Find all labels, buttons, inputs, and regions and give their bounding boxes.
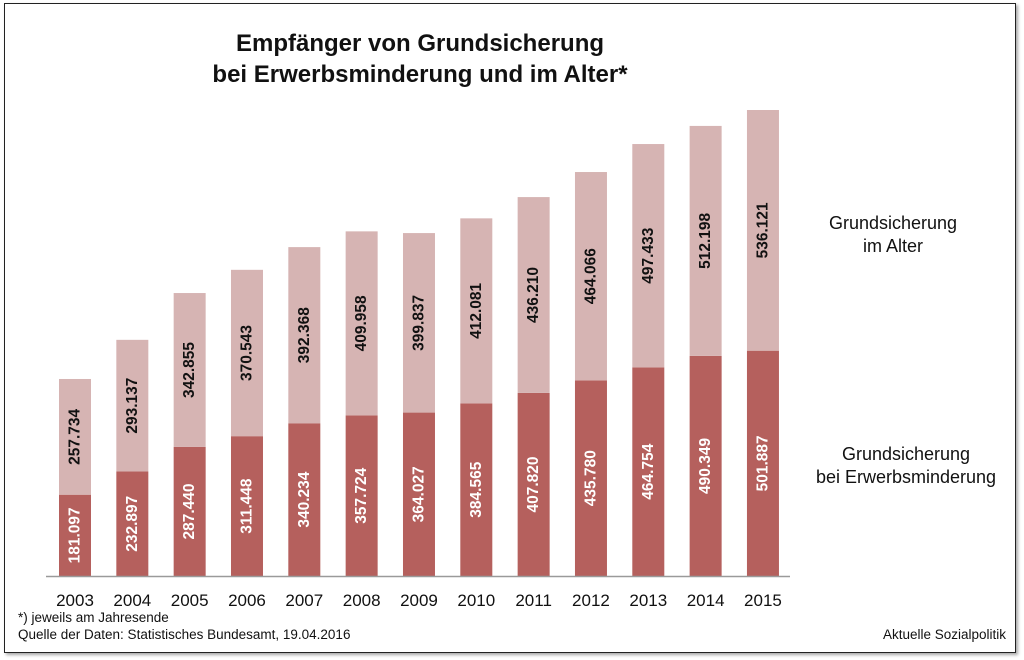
x-tick-label: 2013 bbox=[629, 591, 667, 610]
bar-segment-erwerbsminderung-2008 bbox=[345, 415, 378, 576]
bar-segment-im-alter-2010 bbox=[460, 218, 493, 404]
x-tick-label: 2012 bbox=[572, 591, 610, 610]
bar-segment-erwerbsminderung-2005 bbox=[173, 446, 206, 576]
x-tick-label: 2007 bbox=[285, 591, 323, 610]
x-tick-label: 2004 bbox=[113, 591, 151, 610]
data-label-erwerbsminderung-2015: 501.887 bbox=[754, 435, 771, 491]
data-label-im-alter-2008: 409.958 bbox=[353, 295, 370, 351]
bar-segment-im-alter-2013 bbox=[632, 144, 665, 368]
x-tick-label: 2008 bbox=[343, 591, 381, 610]
bar-segment-erwerbsminderung-2003 bbox=[59, 494, 91, 576]
bar-segment-erwerbsminderung-2013 bbox=[632, 367, 665, 576]
legend-entry-erwerbsminderung: Grundsicherung bei Erwerbsminderung bbox=[791, 443, 1021, 489]
data-label-im-alter-2011: 436.210 bbox=[525, 267, 542, 323]
data-label-im-alter-2012: 464.066 bbox=[582, 248, 599, 304]
bar-segment-im-alter-2005 bbox=[173, 293, 206, 447]
data-label-erwerbsminderung-2004: 232.897 bbox=[124, 496, 141, 552]
data-label-erwerbsminderung-2007: 340.234 bbox=[296, 471, 313, 527]
legend-label-line-1: Grundsicherung bbox=[841, 444, 971, 464]
data-label-erwerbsminderung-2011: 407.820 bbox=[525, 456, 542, 512]
bar-segment-im-alter-2011 bbox=[517, 197, 550, 393]
data-label-erwerbsminderung-2009: 364.027 bbox=[410, 466, 427, 522]
bar-segment-im-alter-2007 bbox=[288, 247, 321, 424]
data-label-erwerbsminderung-2006: 311.448 bbox=[238, 478, 255, 534]
bar-segment-erwerbsminderung-2007 bbox=[288, 423, 321, 576]
x-tick-label: 2005 bbox=[171, 591, 209, 610]
data-label-erwerbsminderung-2003: 181.097 bbox=[67, 507, 84, 563]
data-label-im-alter-2015: 536.121 bbox=[754, 202, 771, 258]
bar-segment-erwerbsminderung-2009 bbox=[402, 412, 435, 576]
legend-label-line-2: bei Erwerbsminderung bbox=[815, 467, 997, 487]
x-tick-label: 2009 bbox=[400, 591, 438, 610]
data-label-im-alter-2014: 512.198 bbox=[697, 212, 714, 268]
footnote-annual: *) jeweils am Jahresende bbox=[18, 610, 169, 625]
bar-segment-im-alter-2009 bbox=[402, 233, 435, 413]
data-label-im-alter-2007: 392.368 bbox=[296, 307, 313, 363]
x-tick-label: 2011 bbox=[515, 591, 552, 610]
chart-title-line-1: Empfänger von Grundsicherung bbox=[235, 30, 605, 57]
bar-segment-im-alter-2015 bbox=[746, 110, 779, 351]
x-tick-label: 2014 bbox=[687, 591, 725, 610]
bar-segment-erwerbsminderung-2012 bbox=[574, 380, 607, 576]
publisher-credit: Aktuelle Sozialpolitik bbox=[882, 627, 1006, 642]
x-tick-label: 2003 bbox=[56, 591, 94, 610]
bar-segment-erwerbsminderung-2010 bbox=[460, 403, 493, 576]
bar-segment-im-alter-2008 bbox=[345, 231, 378, 416]
bar-segment-erwerbsminderung-2004 bbox=[116, 471, 149, 576]
legend-entry-im-alter: Grundsicherung im Alter bbox=[778, 212, 1008, 258]
data-label-erwerbsminderung-2014: 490.349 bbox=[697, 438, 714, 494]
bar-segment-erwerbsminderung-2011 bbox=[517, 392, 550, 576]
data-label-im-alter-2009: 399.837 bbox=[410, 295, 427, 351]
x-tick-label: 2006 bbox=[228, 591, 266, 610]
chart-frame bbox=[4, 3, 1016, 653]
footnote-source: Quelle der Daten: Statistisches Bundesam… bbox=[18, 627, 351, 642]
legend-label-line-2: im Alter bbox=[862, 236, 923, 256]
data-label-erwerbsminderung-2005: 287.440 bbox=[181, 483, 198, 539]
data-label-im-alter-2005: 342.855 bbox=[181, 342, 198, 398]
data-label-im-alter-2006: 370.543 bbox=[238, 325, 255, 381]
bar-segment-im-alter-2004 bbox=[116, 339, 149, 472]
data-label-erwerbsminderung-2010: 384.565 bbox=[468, 461, 485, 517]
data-label-im-alter-2004: 293.137 bbox=[124, 378, 141, 434]
bar-segment-erwerbsminderung-2015 bbox=[746, 350, 779, 576]
x-tick-label: 2010 bbox=[457, 591, 495, 610]
bar-segment-im-alter-2006 bbox=[230, 269, 263, 437]
bar-segment-im-alter-2014 bbox=[689, 125, 722, 356]
bar-segment-im-alter-2012 bbox=[574, 172, 607, 381]
x-tick-label: 2015 bbox=[744, 591, 782, 610]
data-label-erwerbsminderung-2008: 357.724 bbox=[353, 467, 370, 523]
data-label-erwerbsminderung-2013: 464.754 bbox=[640, 443, 657, 499]
data-label-erwerbsminderung-2012: 435.780 bbox=[582, 450, 599, 506]
legend-label-line-1: Grundsicherung bbox=[828, 213, 958, 233]
bar-segment-erwerbsminderung-2014 bbox=[689, 355, 722, 576]
data-label-im-alter-2013: 497.433 bbox=[640, 227, 657, 283]
bar-segment-erwerbsminderung-2006 bbox=[230, 436, 263, 576]
chart-title-line-2: bei Erwerbsminderung und im Alter* bbox=[212, 61, 628, 88]
bar-segment-im-alter-2003 bbox=[59, 378, 91, 495]
data-label-im-alter-2003: 257.734 bbox=[67, 408, 84, 464]
data-label-im-alter-2010: 412.081 bbox=[468, 282, 485, 338]
